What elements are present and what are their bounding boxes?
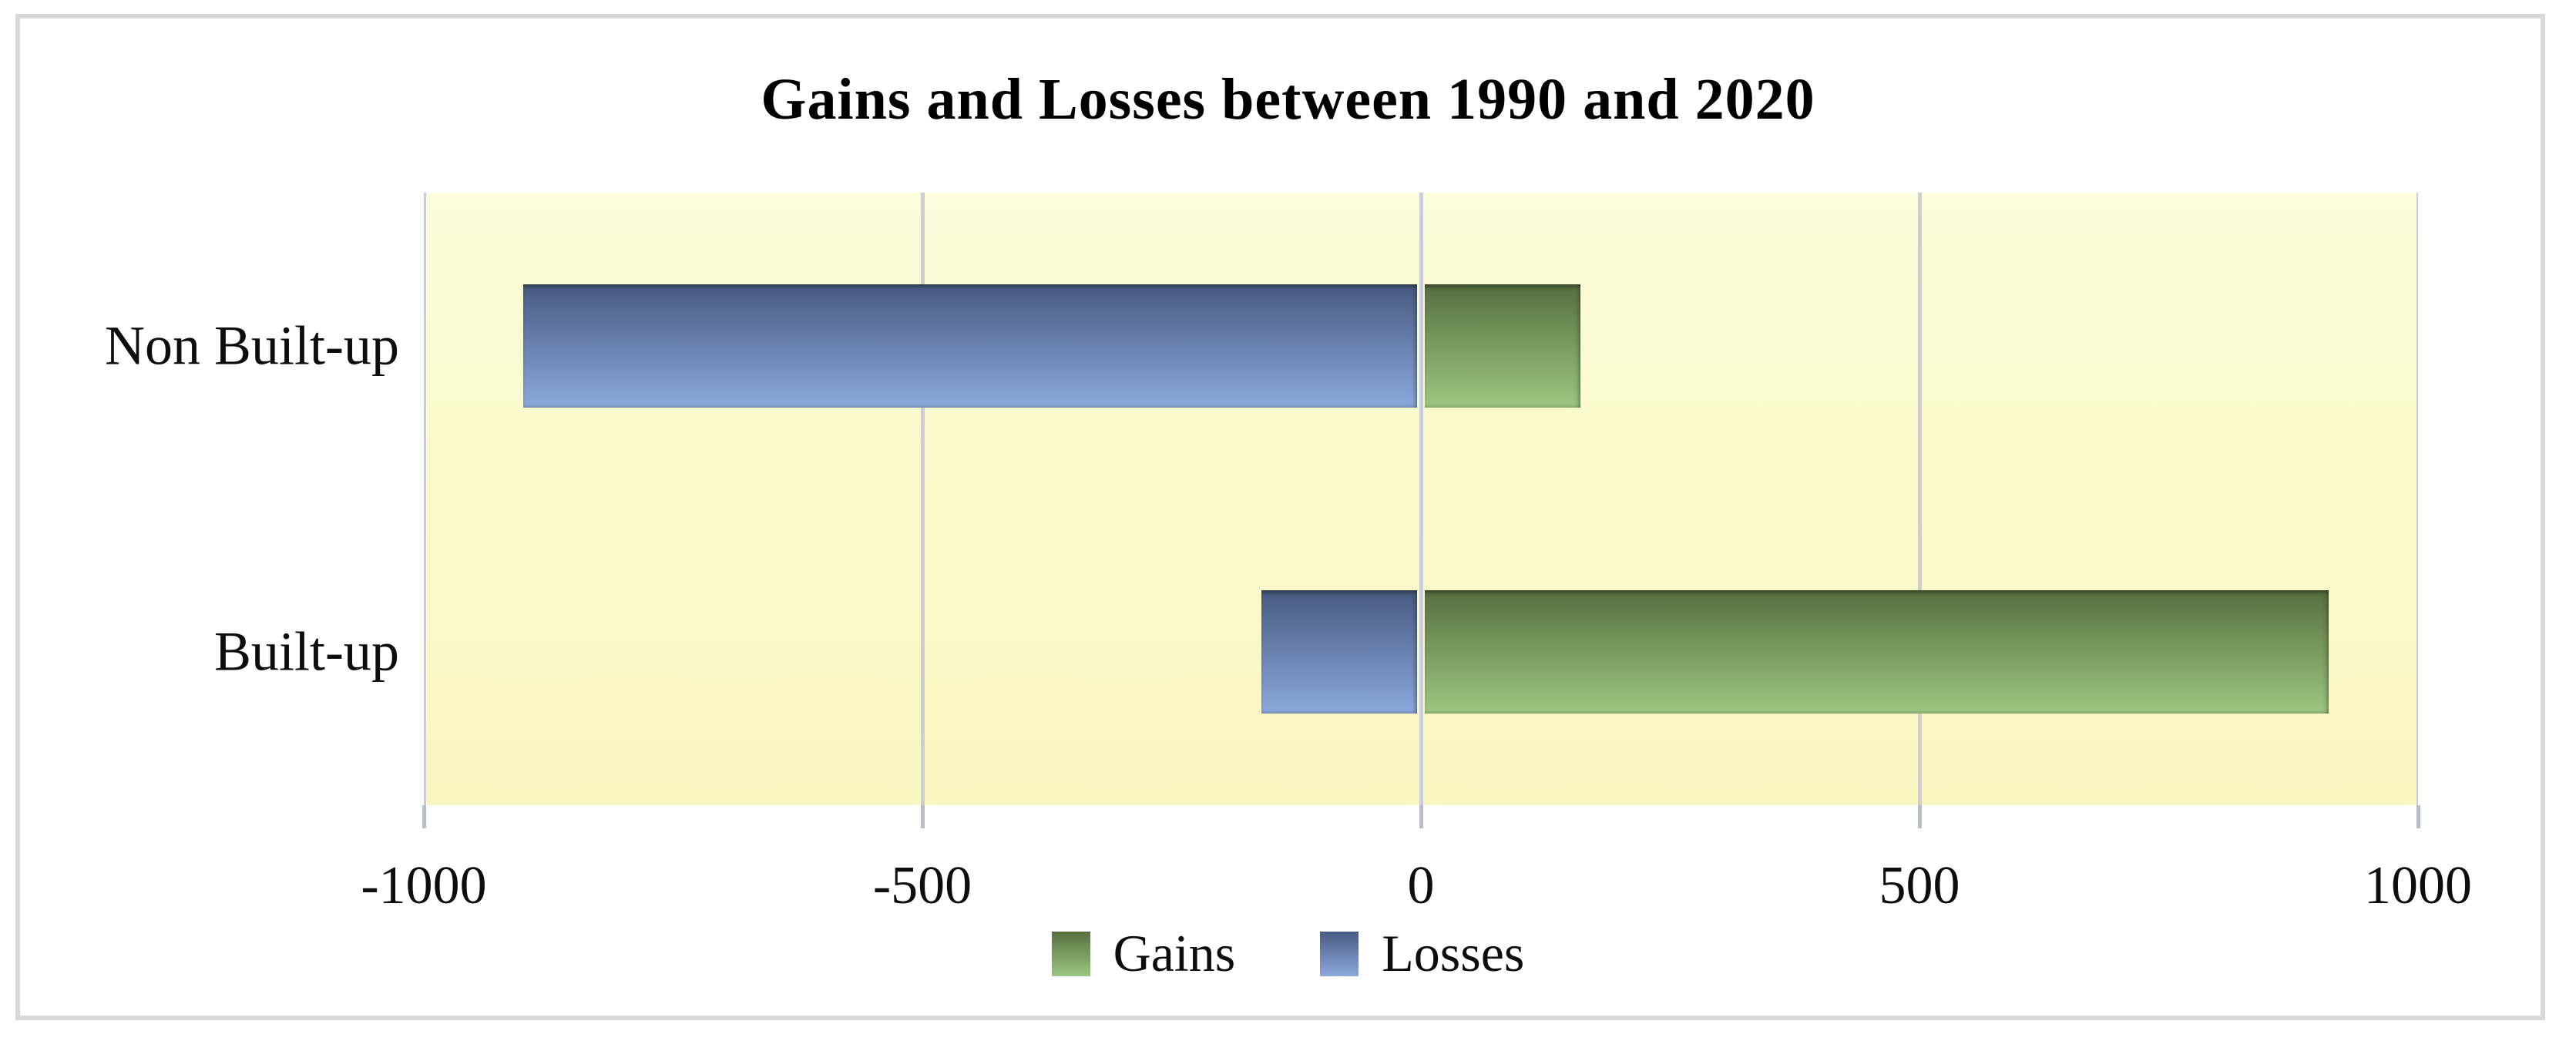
x-tick-label: -1000 bbox=[361, 856, 487, 915]
y-category-label: Built-up bbox=[213, 620, 399, 683]
bar-losses bbox=[1261, 590, 1417, 714]
bar-gains bbox=[1425, 590, 2329, 714]
legend: Gains Losses bbox=[0, 923, 2576, 984]
gridline bbox=[424, 193, 426, 805]
legend-item-losses: Losses bbox=[1320, 923, 1524, 984]
x-tick-label: 500 bbox=[1879, 856, 1960, 915]
legend-label: Gains bbox=[1113, 924, 1236, 982]
legend-label: Losses bbox=[1382, 924, 1525, 982]
axis-tick bbox=[921, 805, 925, 828]
axis-tick bbox=[1918, 805, 1922, 828]
bar-gains bbox=[1425, 284, 1581, 408]
y-category-label: Non Built-up bbox=[104, 314, 399, 377]
x-tick-label: 0 bbox=[1407, 856, 1435, 915]
axis-tick bbox=[2416, 805, 2420, 828]
bar-losses bbox=[523, 284, 1417, 408]
plot-area bbox=[424, 193, 2418, 805]
legend-item-gains: Gains bbox=[1051, 923, 1236, 984]
legend-swatch-losses bbox=[1320, 931, 1359, 976]
gridline bbox=[921, 193, 925, 805]
x-tick-label: 1000 bbox=[2364, 856, 2472, 915]
x-tick-label: -500 bbox=[872, 856, 972, 915]
gridline bbox=[1918, 193, 1922, 805]
gridline bbox=[2416, 193, 2418, 805]
legend-swatch-gains bbox=[1051, 931, 1090, 976]
gridline bbox=[1419, 193, 1423, 805]
axis-tick bbox=[1419, 805, 1423, 828]
chart-title: Gains and Losses between 1990 and 2020 bbox=[761, 67, 1815, 132]
axis-tick bbox=[422, 805, 426, 828]
